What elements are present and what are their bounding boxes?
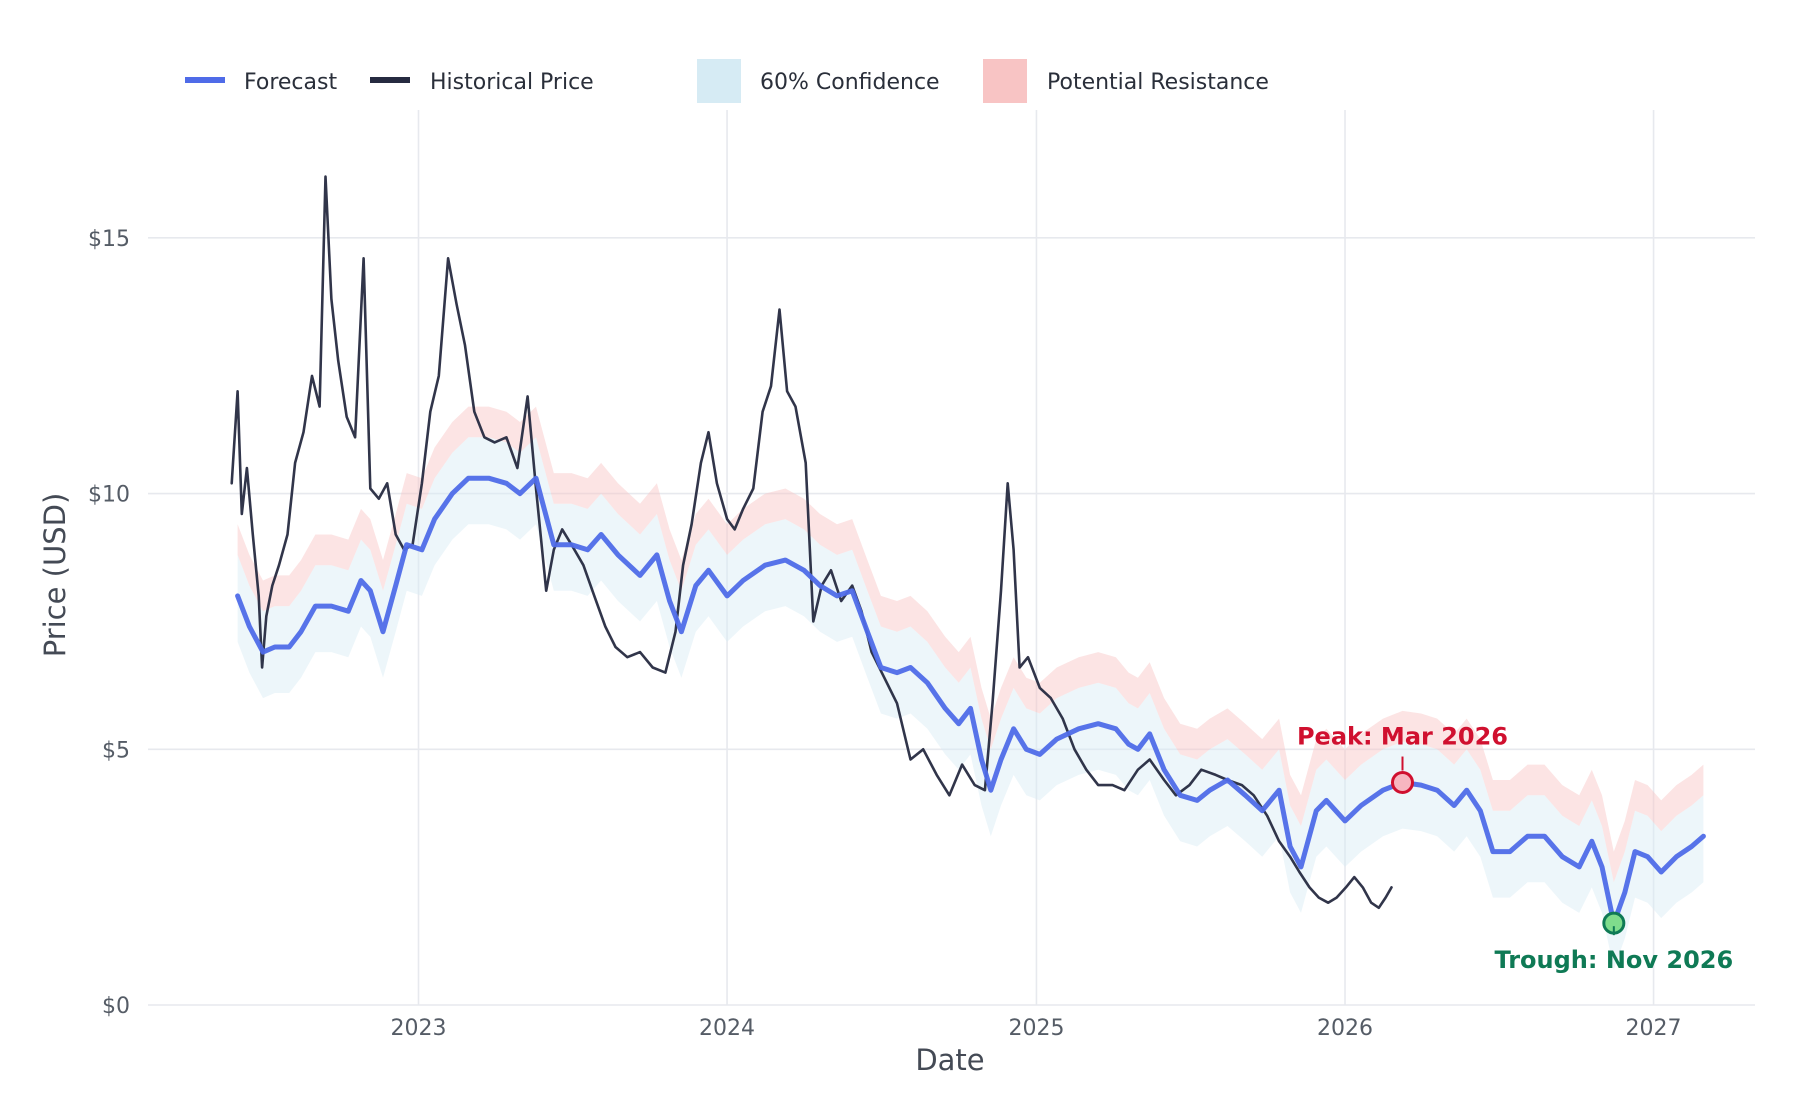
- y-tick-label: $0: [102, 994, 130, 1019]
- y-tick-label: $5: [102, 738, 130, 763]
- historical-price-line: [230, 175, 1393, 910]
- annotation-label: Peak: Mar 2026: [1297, 723, 1508, 751]
- axis-ticks: $0 $5 $10 $15 2023 2024 2025 2026 2027: [88, 227, 1682, 1041]
- x-tick-label: 2023: [391, 1016, 447, 1041]
- potential-resistance-band: [237, 406, 1704, 883]
- x-axis-title: Date: [915, 1043, 984, 1077]
- x-tick-label: 2026: [1317, 1016, 1373, 1041]
- 60-confidence-band: [237, 437, 1704, 970]
- legend-swatch: [697, 59, 741, 103]
- x-tick-label: 2024: [699, 1016, 755, 1041]
- annotation-label: Trough: Nov 2026: [1494, 946, 1733, 974]
- legend-label: Potential Resistance: [1047, 70, 1269, 95]
- legend-label: Forecast: [244, 70, 337, 95]
- y-tick-label: $10: [88, 483, 130, 508]
- x-tick-label: 2025: [1008, 1016, 1064, 1041]
- annotation-marker: [1390, 771, 1414, 795]
- y-axis-title: Price (USD): [38, 493, 72, 658]
- forecast-line: [235, 475, 1706, 926]
- annotations: Peak: Mar 2026 Trough: Nov 2026: [1297, 723, 1733, 975]
- legend-swatch: [983, 59, 1027, 103]
- legend-label: Historical Price: [430, 70, 594, 95]
- legend-label: 60% Confidence: [760, 70, 940, 95]
- bands: [237, 406, 1704, 970]
- x-tick-label: 2027: [1626, 1016, 1682, 1041]
- legend: Forecast Historical Price 60% Confidence Po…: [185, 59, 1269, 103]
- series-lines: [230, 175, 1706, 926]
- grid-lines: [148, 110, 1755, 1006]
- y-tick-label: $15: [88, 227, 130, 252]
